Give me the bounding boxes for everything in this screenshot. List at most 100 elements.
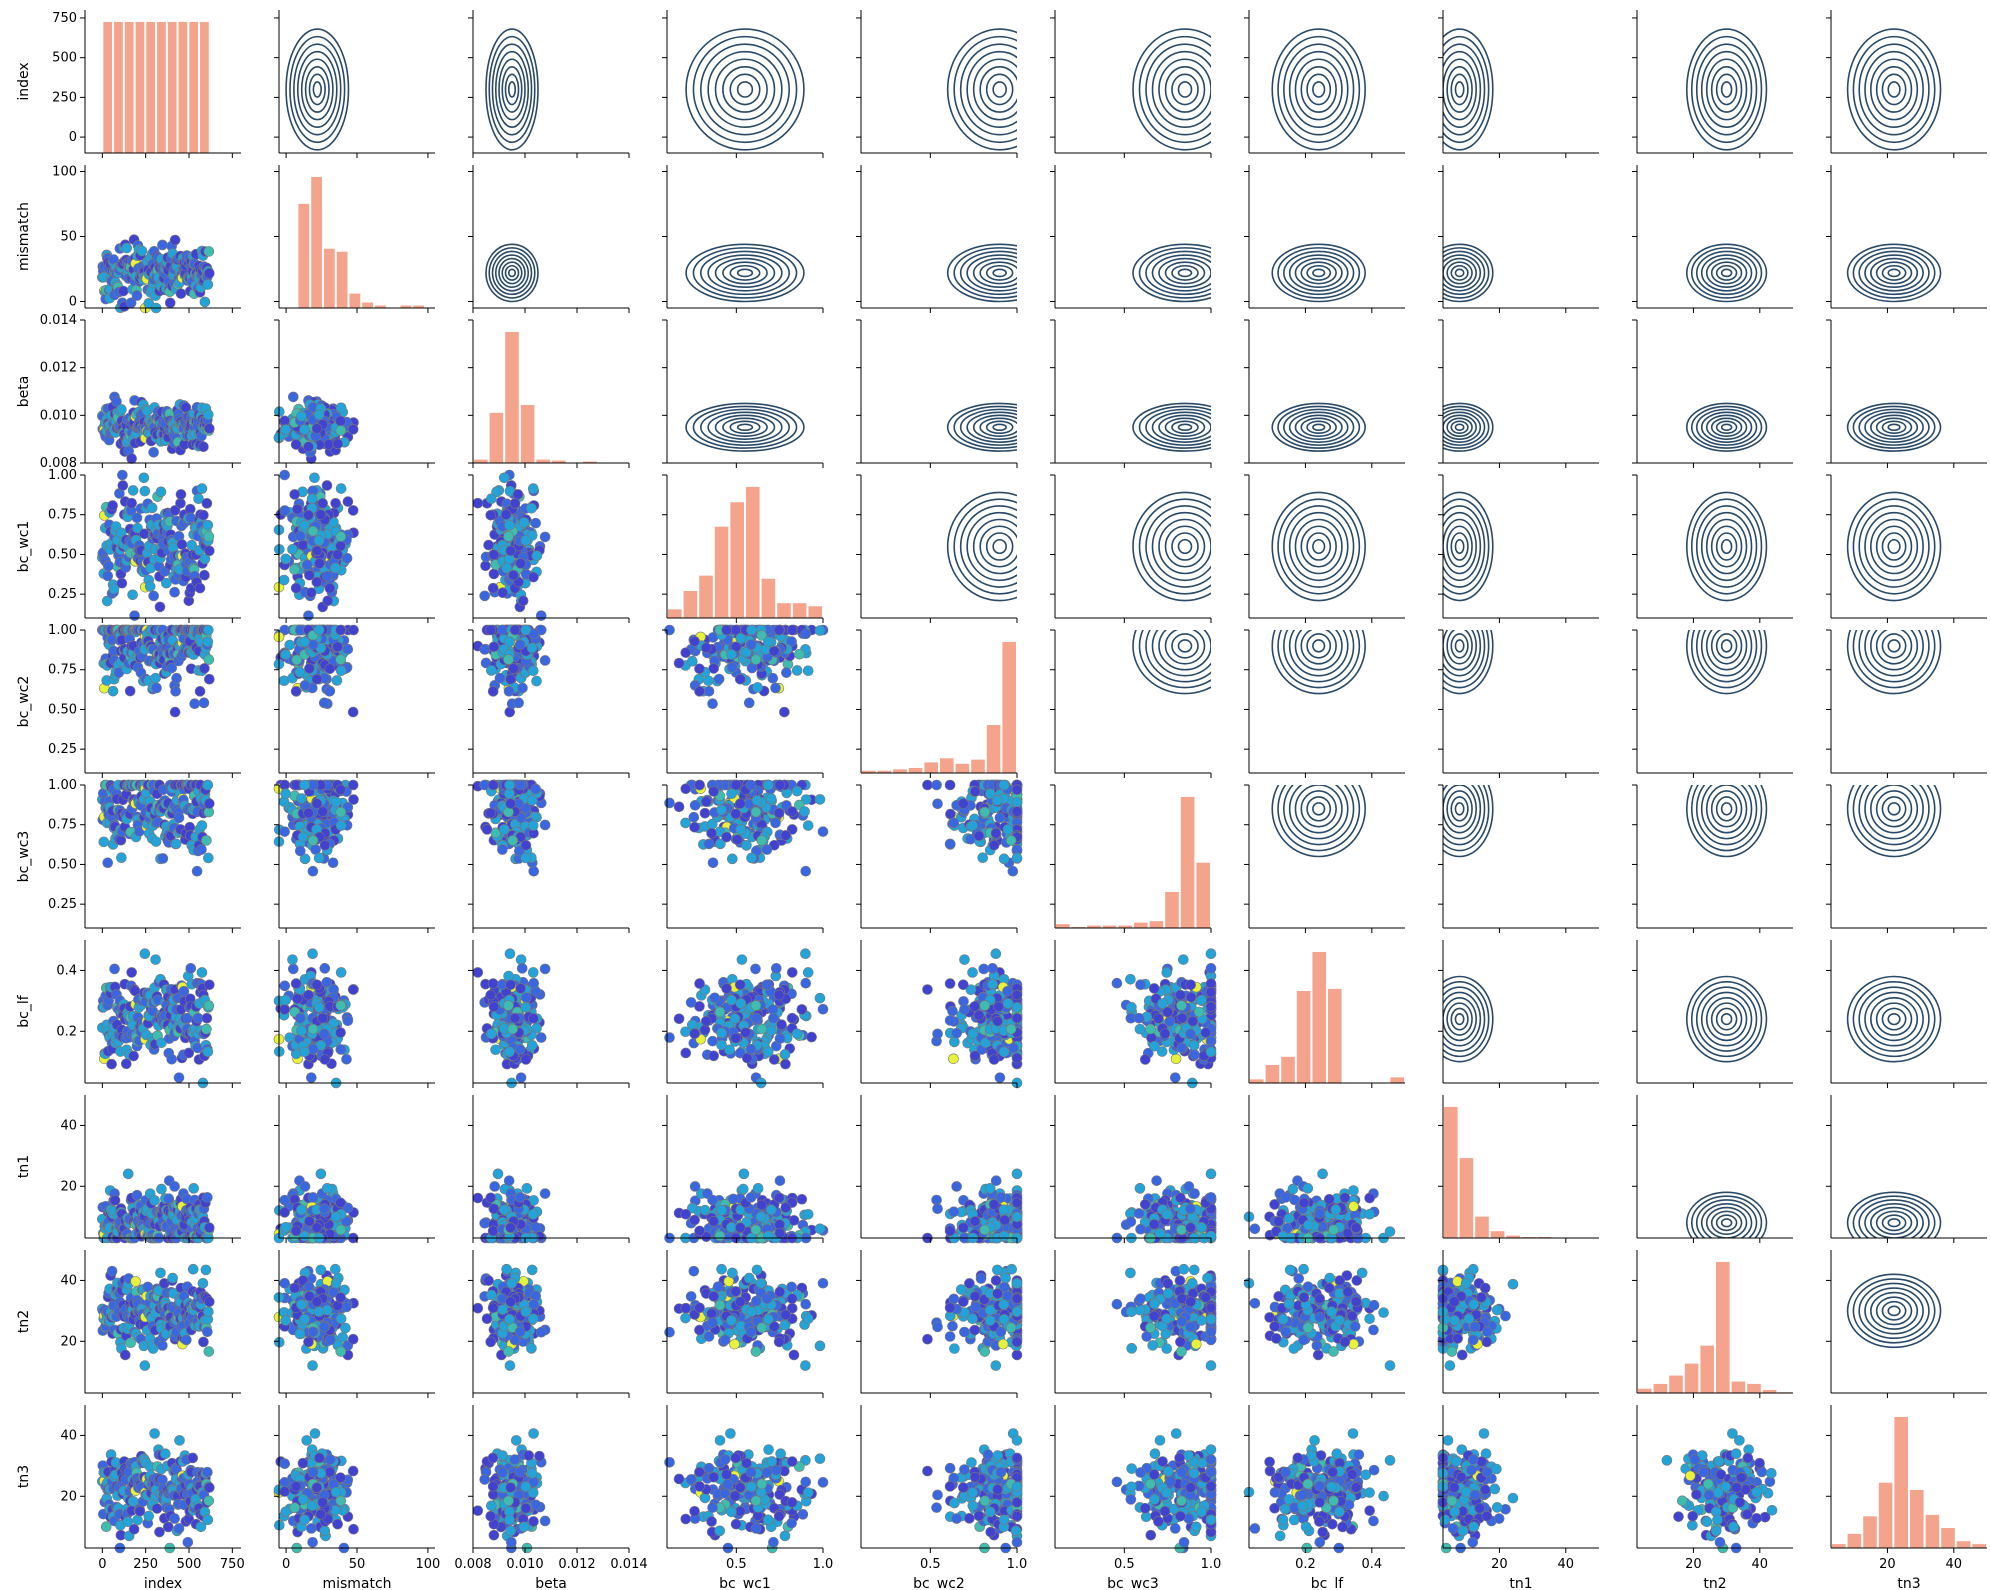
scatter-point — [280, 424, 291, 435]
y-axis-mismatch — [274, 165, 280, 308]
kde-contour — [1145, 408, 1211, 446]
kde-contour — [1443, 518, 1477, 575]
kde-contour — [1852, 35, 1936, 144]
scatter-point — [129, 610, 140, 621]
scatter-point — [507, 835, 518, 846]
scatter-point — [673, 657, 685, 669]
kde-contours — [1271, 28, 1366, 151]
x-axis-bc_wc3 — [1055, 462, 1212, 468]
scatter-point — [203, 624, 214, 636]
kde-contour — [946, 243, 1017, 303]
y-tick-label: 0.010 — [40, 408, 77, 423]
scatter-point — [170, 838, 182, 850]
y-axis-index — [1826, 10, 1832, 153]
kde-contours — [1132, 630, 1211, 695]
y-axis-bc_wc1 — [1826, 474, 1832, 618]
kde-contour — [1450, 264, 1469, 281]
y-tick-label: 100 — [52, 165, 77, 180]
kde-contour — [1685, 491, 1768, 602]
scatter-point — [688, 811, 700, 823]
kde-contour — [1306, 532, 1332, 561]
scatter-point — [994, 812, 1006, 824]
scatter-point — [196, 844, 207, 855]
kde-contour — [1288, 50, 1349, 128]
cell-bc_wc3-vs-bc_wc1 — [664, 779, 829, 877]
scatter-point — [708, 786, 719, 797]
scatter-point — [150, 954, 161, 965]
kde-contour — [1695, 250, 1758, 296]
kde-contour — [1288, 511, 1349, 582]
scatter-point — [746, 852, 757, 864]
kde-contour — [293, 43, 342, 136]
scatter-point — [786, 806, 798, 817]
scatter-point — [944, 779, 956, 791]
scatter-point — [127, 485, 139, 496]
scatter-point — [342, 643, 354, 655]
scatter-point — [528, 865, 540, 877]
kde-contour — [1443, 785, 1482, 840]
kde-contour — [1271, 243, 1366, 303]
scatter-point — [931, 779, 942, 791]
scatter-point — [335, 540, 346, 552]
scatter-point — [335, 1044, 347, 1055]
kde-contours — [1443, 28, 1494, 151]
kde-contour — [1443, 505, 1486, 588]
kde-contour — [1881, 73, 1907, 106]
y-tick-label: 0.75 — [48, 818, 77, 833]
x-axis-bc_wc1 — [667, 617, 824, 623]
x-axis-bc_lf — [1249, 307, 1405, 313]
scatter-point — [504, 779, 515, 791]
kde-contours — [1685, 243, 1768, 303]
x-axis-tn2 — [1637, 462, 1793, 468]
y-axis-bc_wc1 — [1438, 474, 1444, 618]
cell-bc_wc2-vs-tn1 — [1443, 630, 1494, 695]
kde-contour — [1852, 405, 1936, 449]
kde-contour — [1288, 785, 1349, 840]
kde-contours — [1443, 243, 1494, 303]
kde-contour — [1151, 511, 1211, 582]
cell-bc_wc1-vs-mismatch — [273, 469, 359, 621]
cell-bc_wc2-vs-bc_wc3 — [1132, 630, 1211, 695]
y-axis-bc_wc3 — [1632, 784, 1638, 928]
kde-contour — [729, 73, 761, 106]
x-axis-bc_wc2 — [861, 462, 1018, 468]
scatter-point — [526, 642, 538, 654]
scatter-point — [347, 505, 359, 516]
cell-bc_wc2-vs-bc_wc1 — [664, 624, 829, 718]
kde-contour — [966, 511, 1017, 582]
scatter-point — [770, 817, 781, 829]
kde-contours — [1685, 785, 1768, 858]
kde-contour — [966, 411, 1017, 443]
scatter-point — [204, 423, 215, 434]
scatter-point — [290, 582, 302, 594]
x-axis-beta — [472, 307, 630, 313]
kde-contour — [1710, 261, 1743, 285]
kde-contour — [1710, 417, 1743, 437]
kde-contours — [1685, 28, 1768, 151]
y-tick-label: 1.00 — [48, 623, 77, 638]
y-axis-mismatch — [1438, 165, 1444, 308]
kde-contour — [946, 402, 1017, 452]
kde-contour — [729, 264, 761, 281]
scatter-point — [694, 686, 705, 697]
kde-contour — [1443, 408, 1486, 446]
scatter-point — [202, 519, 214, 531]
scatter-point — [327, 857, 339, 869]
kde-contour — [1715, 633, 1738, 659]
kde-contour — [972, 414, 1017, 440]
scatter-point — [150, 836, 162, 847]
scatter-point — [774, 779, 786, 791]
hist-bar-index — [113, 20, 124, 154]
y-axis-index — [662, 10, 668, 153]
scatter-point — [528, 571, 539, 583]
kde-contour — [1306, 796, 1332, 822]
kde-contour — [953, 35, 1017, 144]
scatter-point — [514, 779, 526, 791]
y-tick-label: 0.75 — [48, 663, 77, 678]
kde-contours — [485, 243, 539, 303]
kde-contour — [1443, 630, 1486, 683]
hist-bar-bc_wc3 — [1133, 921, 1149, 929]
kde-contour — [692, 247, 798, 299]
scatter-point — [198, 441, 209, 453]
hist-bar-index — [145, 20, 157, 154]
